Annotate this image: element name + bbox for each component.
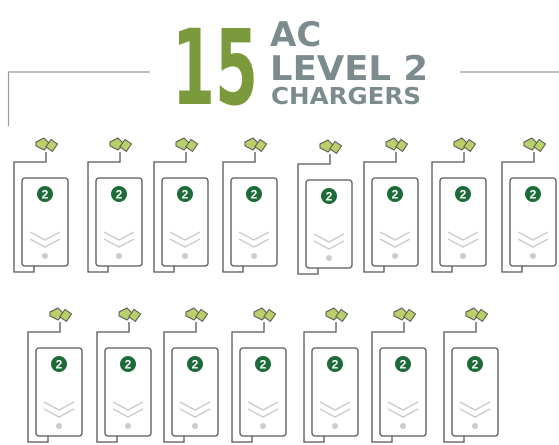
title-line: CHARGERS xyxy=(271,84,421,110)
indicator xyxy=(472,423,478,429)
level-label: 2 xyxy=(260,358,267,372)
charger: 2 xyxy=(432,138,486,272)
indicator xyxy=(326,255,332,261)
level-label: 2 xyxy=(125,358,132,372)
indicator xyxy=(42,253,48,259)
charger: 2 xyxy=(304,308,358,442)
charger: 2 xyxy=(88,138,142,272)
title-line: LEVEL 2 xyxy=(270,49,428,89)
charger: 2 xyxy=(164,308,218,442)
charger: 2 xyxy=(444,308,498,442)
charger: 2 xyxy=(223,138,277,272)
charger: 2 xyxy=(28,308,82,442)
level-label: 2 xyxy=(460,188,467,202)
level-label: 2 xyxy=(530,188,537,202)
level-label: 2 xyxy=(392,188,399,202)
indicator xyxy=(125,423,131,429)
charger: 2 xyxy=(502,138,556,272)
level-label: 2 xyxy=(472,358,479,372)
indicator xyxy=(400,423,406,429)
level-label: 2 xyxy=(251,188,258,202)
charger: 2 xyxy=(372,308,426,442)
charger: 2 xyxy=(154,138,208,272)
level-label: 2 xyxy=(56,358,63,372)
indicator xyxy=(192,423,198,429)
level-label: 2 xyxy=(326,190,333,204)
indicator xyxy=(251,253,257,259)
indicator xyxy=(332,423,338,429)
indicator xyxy=(392,253,398,259)
indicator xyxy=(460,253,466,259)
charger: 2 xyxy=(97,308,151,442)
charger: 2 xyxy=(298,140,352,274)
indicator xyxy=(56,423,62,429)
level-label: 2 xyxy=(400,358,407,372)
level-label: 2 xyxy=(182,188,189,202)
count: 15 xyxy=(172,7,258,129)
charger: 2 xyxy=(364,138,418,272)
indicator xyxy=(260,423,266,429)
charger: 2 xyxy=(14,138,68,272)
level-label: 2 xyxy=(192,358,199,372)
indicator xyxy=(182,253,188,259)
indicator xyxy=(116,253,122,259)
level-label: 2 xyxy=(332,358,339,372)
indicator xyxy=(530,253,536,259)
charger: 2 xyxy=(232,308,286,442)
level-label: 2 xyxy=(42,188,49,202)
level-label: 2 xyxy=(116,188,123,202)
infographic: 15 AC LEVEL 2 CHARGERS 222222222222222 xyxy=(0,0,559,445)
